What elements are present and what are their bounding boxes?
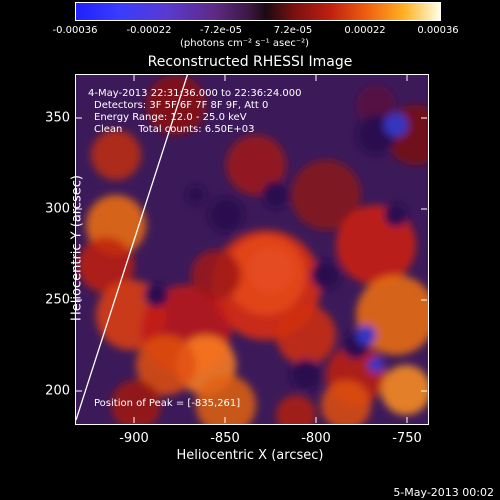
x-tick-label: -750	[392, 431, 422, 446]
dark-region	[186, 185, 206, 205]
emission-blob	[226, 135, 286, 195]
emission-blob	[291, 160, 361, 230]
rhessi-heatmap	[76, 75, 428, 424]
date-stamp: 5-May-2013 00:02	[393, 486, 494, 499]
negative-region	[356, 325, 376, 345]
emission-blob	[276, 305, 336, 365]
emission-blob	[356, 85, 396, 125]
x-tick-label: -850	[210, 431, 240, 446]
colorbar-tick: -0.00022	[126, 25, 172, 36]
peak-position-label: Position of Peak = [-835,261]	[94, 398, 241, 409]
dark-region	[262, 181, 290, 209]
emission-blob	[381, 365, 428, 415]
dark-region	[144, 283, 168, 307]
solar-limb-line	[76, 75, 189, 421]
emission-blob	[111, 380, 161, 424]
colorbar-tick: 7.2e-05	[273, 25, 313, 36]
x-axis-label: Heliocentric X (arcsec)	[176, 448, 324, 463]
emission-blob	[91, 130, 141, 180]
y-tick-label: 200	[45, 383, 70, 399]
negative-region	[368, 357, 384, 373]
colorbar-tick: 0.00022	[344, 25, 386, 36]
emission-blob	[191, 250, 241, 300]
colorbar-tick: -0.00036	[52, 25, 98, 36]
detectors-label: Detectors: 3F 5F 6F 7F 8F 9F, Att 0	[94, 100, 269, 111]
dark-region	[290, 359, 322, 391]
y-tick-label: 250	[45, 292, 70, 308]
y-tick-label: 350	[45, 110, 70, 126]
emission-blob	[196, 375, 256, 424]
rhessi-image	[75, 74, 429, 425]
colorbar-tick: -7.2e-05	[200, 25, 242, 36]
clean-counts-label: Clean Total counts: 6.50E+03	[94, 124, 255, 135]
time-range-label: 4-May-2013 22:31:36.000 to 22:36:24.000	[88, 88, 302, 99]
colorbar	[75, 2, 441, 21]
x-tick-label: -800	[301, 431, 331, 446]
y-tick-label: 300	[45, 201, 70, 217]
emission-blob	[78, 237, 134, 293]
image-title: Reconstructed RHESSI Image	[147, 54, 353, 70]
dark-region	[208, 197, 244, 233]
colorbar-units: (photons cm⁻² s⁻¹ asec⁻²)	[180, 38, 310, 49]
x-tick-label: -900	[119, 431, 149, 446]
emission-blob	[276, 395, 316, 424]
dark-region	[311, 260, 341, 290]
dark-region	[384, 203, 408, 227]
negative-region	[384, 113, 408, 137]
energy-range-label: Energy Range: 12.0 - 25.0 keV	[94, 112, 247, 123]
emission-blob	[321, 380, 371, 424]
emission-blob	[146, 75, 206, 135]
colorbar-tick: 0.00036	[417, 25, 459, 36]
emission-blob	[136, 335, 196, 395]
